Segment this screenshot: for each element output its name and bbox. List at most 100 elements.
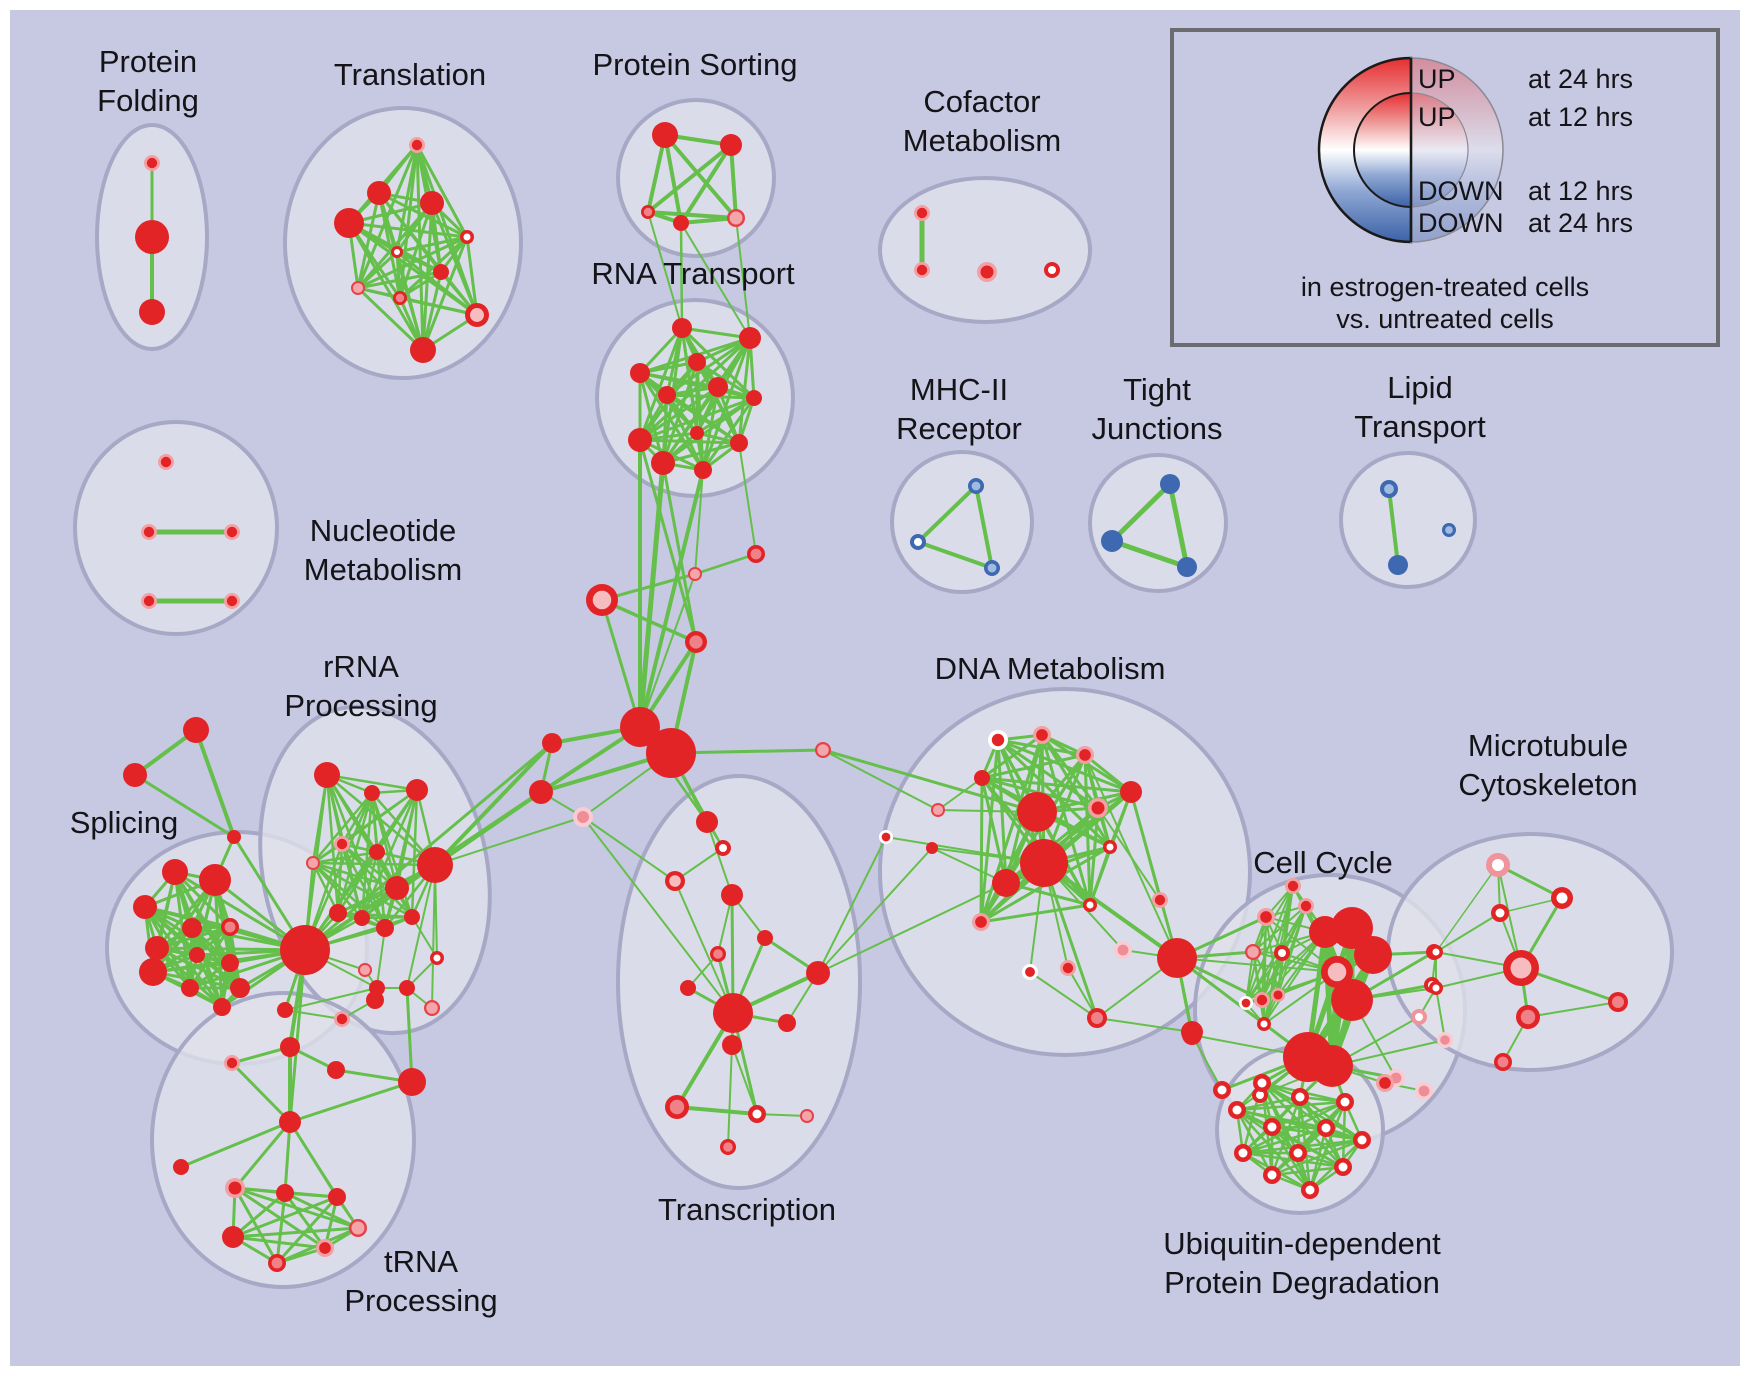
legend-row-dir: UP <box>1418 64 1456 94</box>
node-rt10 <box>730 434 748 452</box>
edge <box>406 864 436 989</box>
node-sp9 <box>221 954 239 972</box>
edge <box>679 143 733 225</box>
node-mt5 <box>1503 950 1539 986</box>
node-tx12 <box>665 1095 689 1119</box>
cluster-label-rr: Processing <box>284 688 437 723</box>
node-mt3 <box>1491 904 1509 922</box>
node-rt12 <box>694 461 712 479</box>
node-br8 <box>327 1061 345 1079</box>
edge <box>980 776 1133 794</box>
node-tra <box>183 717 209 743</box>
cluster-label-mt: Cytoskeleton <box>1458 767 1637 802</box>
edge <box>639 573 696 728</box>
edge <box>1235 1100 1347 1112</box>
node-ubp2 <box>1415 1082 1433 1100</box>
edge <box>1496 863 1564 900</box>
edge <box>288 1080 414 1124</box>
node-sp6 <box>145 936 169 960</box>
node-c5 <box>542 733 562 753</box>
node-cc11 <box>1331 907 1373 949</box>
node-tnc <box>279 1111 301 1133</box>
node-nm3 <box>224 524 240 540</box>
node-sp4 <box>182 918 202 938</box>
edge <box>1084 754 1178 959</box>
edge <box>727 1044 733 1148</box>
edge <box>980 753 1087 780</box>
edge <box>1029 971 1098 1019</box>
node-tl9 <box>393 291 407 305</box>
node-cc22 <box>1437 1032 1453 1048</box>
node-ub11 <box>1263 1166 1281 1184</box>
edge <box>661 461 698 644</box>
node-c4 <box>685 631 707 653</box>
edge <box>663 133 738 220</box>
node-rt4 <box>688 353 706 371</box>
node-rr14 <box>358 963 372 977</box>
edge <box>1270 1100 1347 1129</box>
node-c3 <box>747 545 765 563</box>
edge <box>647 211 683 329</box>
cluster-label-nm: Nucleotide <box>310 513 456 548</box>
edge <box>1245 885 1294 1004</box>
node-tx8 <box>806 961 830 985</box>
node-rr2 <box>364 785 380 801</box>
legend-row-time: at 24 hrs <box>1528 208 1633 238</box>
edge <box>822 749 939 811</box>
cluster-label-mt: Microtubule <box>1468 728 1628 763</box>
edge <box>311 791 374 865</box>
edge <box>1527 1001 1619 1018</box>
edge <box>1270 1165 1345 1177</box>
legend-row-dir: UP <box>1418 102 1456 132</box>
legend-footer-line1: in estrogen-treated cells <box>1301 272 1589 302</box>
edge <box>996 738 1100 810</box>
node-tx11 <box>722 1035 742 1055</box>
edge <box>275 1191 287 1265</box>
node-c7 <box>573 807 593 827</box>
node-cc7 <box>1239 996 1253 1010</box>
node-rt2 <box>739 327 761 349</box>
edge <box>1435 987 1446 1041</box>
cluster-label-tj: Tight <box>1123 372 1191 407</box>
edge <box>1435 864 1499 953</box>
edge <box>1263 905 1307 1025</box>
node-tx5 <box>757 930 773 946</box>
node-hub1 <box>620 707 660 747</box>
edge <box>680 222 751 339</box>
node-ub10 <box>1334 1158 1352 1176</box>
node-br7 <box>280 1037 300 1057</box>
node-rt9 <box>628 428 652 452</box>
edge <box>665 393 756 400</box>
node-cc21 <box>1411 1009 1427 1025</box>
edge <box>325 773 419 792</box>
edge <box>974 484 994 570</box>
node-cc8 <box>1271 988 1285 1002</box>
node-ub3 <box>1336 1093 1354 1111</box>
edge <box>979 776 984 924</box>
edge <box>360 850 379 920</box>
node-sp7 <box>189 947 205 963</box>
edge <box>680 326 756 400</box>
node-dm10 <box>992 869 1020 897</box>
node-cf1 <box>914 205 930 221</box>
edge <box>231 1226 360 1239</box>
node-cc1 <box>1182 1025 1202 1045</box>
edge <box>694 469 704 575</box>
node-mh2 <box>910 534 926 550</box>
node-dm19 <box>1087 1008 1107 1028</box>
edge <box>340 791 374 846</box>
edge <box>674 880 734 1014</box>
edge <box>288 948 307 1124</box>
legend-inner-ring-left <box>1353 91 1412 209</box>
legend-row-time: at 12 hrs <box>1528 102 1633 132</box>
node-rr13 <box>430 951 444 965</box>
node-dm15 <box>1083 898 1097 912</box>
cluster-label-lp: Lipid <box>1387 370 1453 405</box>
edge <box>1096 1017 1193 1033</box>
node-rt1 <box>672 318 692 338</box>
node-cc2 <box>1257 908 1275 926</box>
node-dm1 <box>988 730 1008 750</box>
node-lp3 <box>1388 555 1408 575</box>
network-layer: Protein Folding Translation Protein Sorting… <box>70 44 1674 1318</box>
node-tx4 <box>721 884 743 906</box>
